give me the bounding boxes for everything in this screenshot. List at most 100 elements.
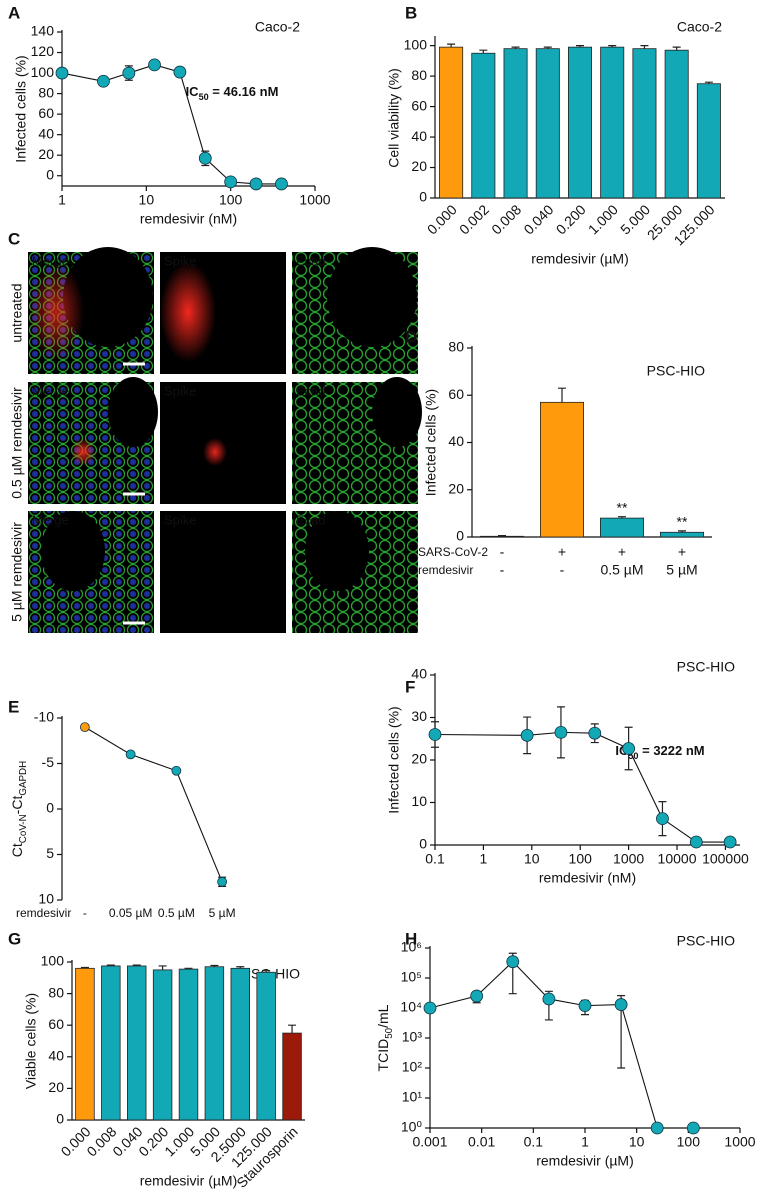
- point: [198, 151, 212, 165]
- micrograph: [160, 511, 286, 633]
- text-part: = 3222 nM: [639, 743, 705, 758]
- y-axis-label: Infected cells (%): [13, 55, 29, 162]
- point: [171, 765, 182, 776]
- x-tick-label: 1000: [724, 1134, 755, 1150]
- y-tick-label: 60: [38, 105, 54, 121]
- y-tick-label: 100: [41, 953, 65, 969]
- error-bar: [678, 530, 686, 533]
- spike-signal: [203, 438, 227, 466]
- y-tick-label: 0: [419, 836, 427, 852]
- point: [723, 835, 737, 849]
- micrograph-column-label: Ecad: [296, 384, 326, 399]
- point: [520, 728, 534, 742]
- y-tick-label: 20: [411, 751, 427, 767]
- point: [578, 999, 592, 1013]
- significance-label: **: [617, 499, 628, 515]
- y-tick-label: 100: [404, 36, 428, 52]
- y-tick-label: 10²: [402, 1059, 423, 1075]
- x-tick-label: 0.5 µM: [158, 906, 195, 920]
- x-axis-label: remdesivir (nM): [539, 870, 636, 886]
- y-tick-label: 40: [48, 1048, 64, 1064]
- micrograph-column-label: Spike: [164, 384, 197, 399]
- lumen: [63, 247, 153, 347]
- y-tick-label: 80: [48, 984, 64, 1000]
- y-tick-label: 10⁴: [400, 999, 422, 1015]
- x-tick-label: 1: [58, 192, 66, 208]
- panel-letter: B: [405, 3, 417, 22]
- x-tick-label: 0.1: [425, 851, 445, 867]
- point: [554, 725, 568, 739]
- bar: [178, 968, 199, 1121]
- bar: [471, 52, 496, 199]
- panel-letter: D: [405, 327, 417, 346]
- x-tick-label: 1.000: [585, 201, 621, 237]
- panel-letter: A: [8, 3, 20, 22]
- y-tick-label: 5: [46, 845, 54, 861]
- point: [423, 1001, 437, 1015]
- rich-text: IC50 = 3222 nM: [615, 743, 704, 761]
- bar: [540, 401, 585, 538]
- chart-title: Caco-2: [677, 19, 722, 35]
- point: [686, 1121, 700, 1135]
- y-tick-label: 20: [48, 1079, 64, 1095]
- y-tick-label: 10: [411, 793, 427, 809]
- error-bar: [236, 966, 245, 969]
- x-tick-label: 10: [524, 851, 540, 867]
- bar: [696, 83, 721, 199]
- line: [429, 960, 694, 1129]
- y-tick-label: 10⁶: [401, 939, 422, 955]
- line: [84, 726, 223, 883]
- micrograph-column-label: Spike: [164, 254, 197, 269]
- error-bar: [184, 967, 193, 970]
- lumen: [305, 511, 369, 591]
- text-part: = 46.16 nM: [209, 84, 279, 99]
- error-bar: [618, 516, 626, 519]
- error-bar: [498, 534, 506, 537]
- x-tick-label: 0.200: [553, 201, 589, 237]
- y-tick-label: -10: [34, 709, 54, 725]
- subscript: CoV-N: [18, 814, 29, 843]
- y-tick-label: 40: [411, 666, 427, 682]
- error-bar: [672, 46, 681, 51]
- y-axis-label: Cell viability (%): [386, 68, 402, 168]
- condition-value: -: [560, 562, 565, 578]
- lumen: [41, 511, 105, 591]
- x-tick-label: 1: [581, 1134, 589, 1150]
- y-tick-label: 120: [31, 43, 55, 59]
- bar: [204, 966, 225, 1121]
- micrograph-row-label: 0.5 µM remdesivir: [9, 387, 25, 499]
- error-bar: [558, 387, 566, 403]
- x-tick-label: 100: [219, 192, 243, 208]
- x-axis-label: remdesivir (µM): [531, 251, 629, 267]
- micrograph-row-label: untreated: [9, 283, 25, 342]
- y-tick-label: 0: [46, 800, 54, 816]
- chart-title: PSC-HIO: [677, 659, 735, 675]
- text-part: IC: [186, 84, 200, 99]
- error-bar: [210, 964, 219, 967]
- spike-signal: [71, 438, 95, 466]
- x-axis-label: remdesivir (µM): [140, 1173, 238, 1189]
- micrograph-column-label: Spike: [164, 513, 197, 528]
- x-tick-label: 10: [629, 1134, 645, 1150]
- x-tick-label: 0.008: [488, 201, 524, 237]
- micrograph-grid: Merge Spike Ecad untreated Merge Spike Ecad 0.5…: [9, 247, 422, 633]
- condition-label: SARS-CoV-2: [418, 545, 488, 559]
- y-tick-label: 20: [411, 158, 427, 174]
- x-tick-label: 10: [139, 192, 155, 208]
- x-tick-label: 0.01: [468, 1134, 495, 1150]
- error-bar: [288, 1024, 297, 1034]
- error-bar: [106, 964, 115, 966]
- bar: [282, 1032, 302, 1121]
- condition-value: -: [500, 562, 505, 578]
- y-tick-label: 100: [31, 64, 55, 80]
- micrograph-row-label: 5 µM remdesivir: [9, 522, 25, 622]
- error-bar: [704, 81, 713, 84]
- error-bar: [608, 45, 617, 48]
- point: [650, 1121, 664, 1135]
- lumen: [108, 377, 158, 447]
- x-tick-label: 10000: [658, 851, 697, 867]
- chart-title: PSC-HIO: [647, 363, 705, 379]
- x-tick-label: 100: [569, 851, 593, 867]
- bar: [660, 531, 705, 538]
